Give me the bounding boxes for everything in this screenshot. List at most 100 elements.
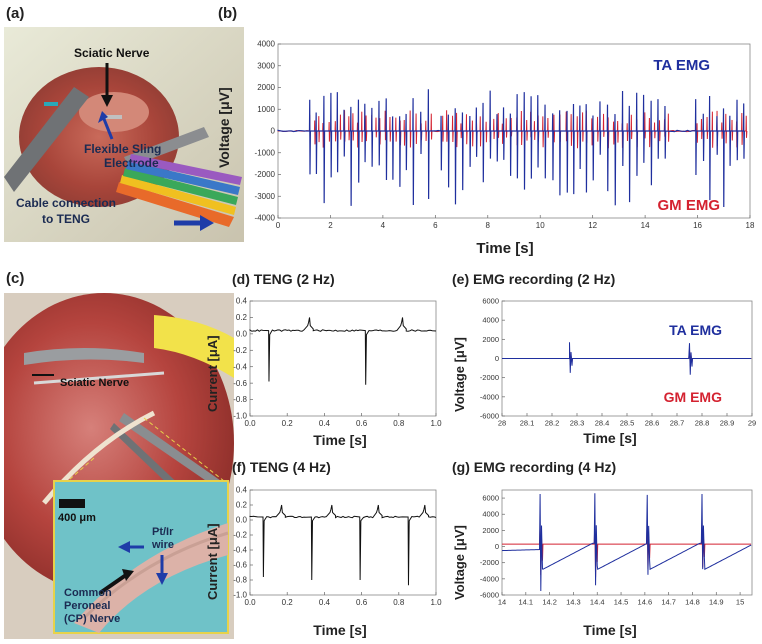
x-tick-label: 16 [693,221,702,230]
y-tick-label: 0 [495,542,499,551]
x-tick-label: 0 [276,221,281,230]
chart-b: 0 2 4 6 8 10 12 14 16 18 4000 3000 2000 1000 0 -1000 -20… [255,40,755,230]
plot-frame [501,489,753,596]
cable-label-2: to TENG [42,212,90,226]
legend-gm-emg: GM EMG [658,197,721,214]
electrode-label-1: Flexible Sling [84,142,162,156]
x-tick-label: 14.9 [709,598,724,607]
panel-a-photo: Sciatic Nerve Flexible Sling Electrode C… [4,27,244,242]
cable-label-1: Cable connection [16,196,117,210]
x-tick-label: 1.0 [430,598,442,607]
y-tick-label: -0.2 [233,531,247,540]
y-tick-label: 3000 [257,61,275,70]
y-tick-label: -1.0 [233,412,247,421]
x-tick-label: 4 [381,221,386,230]
x-tick-label: 28.3 [570,419,585,428]
y-tick-label: 6000 [482,297,499,306]
y-tick-label: 0.0 [236,330,248,339]
y-tick-label: -4000 [255,214,276,223]
y-tick-label: 6000 [482,494,499,503]
panel-b-label: (b) [218,5,238,22]
chart-f: 0.0 0.2 0.4 0.6 0.8 1.0 0.4 0.2 0.0 -0.2 -0.4 -0.6 -… [233,486,442,607]
panel-d-title: (d) TENG (2 Hz) [232,271,335,287]
panel-a-label: (a) [6,5,25,22]
y-tick-label: -2000 [480,558,499,567]
y-tick-label: -0.6 [233,379,247,388]
panel-c-photo-svg [4,293,234,639]
x-tick-label: 12 [588,221,597,230]
y-tick-label: 2000 [482,335,499,344]
chart-d-xlabel: Time [s] [313,432,367,448]
x-tick-label: 14.5 [614,598,629,607]
x-tick-label: 28 [498,419,506,428]
legend-gm-emg: GM EMG [664,389,722,405]
y-tick-label: -3000 [255,192,276,201]
x-tick-label: 0.6 [356,598,368,607]
chart-d: 0.0 0.2 0.4 0.6 0.8 1.0 0.4 0.2 0.0 -0.2 -0.4 -0.6 -… [233,297,442,428]
x-tick-label: 0.0 [244,419,256,428]
x-tick-label: 14.1 [519,598,534,607]
x-tick-label: 14.7 [661,598,676,607]
y-tick-label: 0.4 [236,297,248,306]
series-ta-emg [502,342,752,375]
y-tick-label: -1000 [255,148,276,157]
sciatic-nerve-label-a: Sciatic Nerve [74,46,150,60]
chart-e-xlabel: Time [s] [583,430,637,446]
y-tick-label: 0.2 [236,313,248,322]
series-gm-emg [502,522,752,578]
x-tick-label: 14.2 [542,598,557,607]
x-tick-label: 6 [433,221,438,230]
chart-f-xlabel: Time [s] [313,622,367,638]
y-tick-label: 2000 [257,83,275,92]
scale-bar [59,499,85,508]
legend-ta-emg: TA EMG [669,322,722,338]
x-tick-label: 28.6 [645,419,660,428]
y-tick-label: 2000 [482,526,499,535]
x-tick-label: 0.6 [356,419,368,428]
y-tick-label: 0.0 [236,516,248,525]
y-tick-label: -0.2 [233,346,247,355]
cp-label-1: Common [64,587,112,599]
x-tick-label: 28.9 [720,419,735,428]
panel-f-title: (f) TENG (4 Hz) [232,459,331,475]
series-teng-current [249,317,437,385]
y-tick-label: -0.4 [233,362,247,371]
y-tick-label: -0.4 [233,546,247,555]
chart-g: 14 14.1 14.2 14.3 14.4 14.5 14.6 14.7 14.8 14.9 15… [480,489,753,607]
forceps-left-icon [4,87,89,192]
y-tick-label: -2000 [480,373,499,382]
x-tick-label: 28.8 [695,419,710,428]
y-tick-label: -0.6 [233,561,247,570]
y-tick-label: -4000 [480,574,499,583]
x-tick-label: 14 [641,221,650,230]
x-tick-label: 28.2 [545,419,560,428]
series-ta-emg [501,493,752,591]
electrode-label-2: Electrode [104,156,159,170]
chart-g-ylabel: Voltage [μV] [452,525,467,600]
y-tick-label: 0.4 [236,486,248,495]
x-tick-label: 0.8 [393,419,405,428]
panel-c-photo: Sciatic Nerve 400 μm Pt/Ir wire Common P… [4,293,234,639]
series-teng-current [249,504,437,586]
y-tick-label: 0.2 [236,501,248,510]
plot-frame [249,300,437,417]
chart-b-xlabel: Time [s] [476,240,534,257]
x-tick-label: 8 [486,221,491,230]
x-tick-label: 14.4 [590,598,605,607]
x-tick-label: 28.7 [670,419,685,428]
x-tick-label: 28.5 [620,419,635,428]
panel-e-title: (e) EMG recording (2 Hz) [452,271,616,287]
chart-f-ylabel: Current [μA] [205,523,220,600]
panel-g-title: (g) EMG recording (4 Hz) [452,459,617,475]
cp-label-2: Peroneal [64,600,111,612]
arrow-wire-icon [118,541,130,553]
panel-a-photo-svg [4,27,244,242]
panel-c-label: (c) [6,270,25,287]
x-tick-label: 0.2 [282,598,294,607]
x-tick-label: 29 [748,419,756,428]
arrow-cp-icon [122,569,134,581]
ribbon-cable-icon [129,154,242,185]
y-tick-label: 4000 [482,316,499,325]
x-tick-label: 15 [736,598,744,607]
x-tick-label: 0.0 [244,598,256,607]
